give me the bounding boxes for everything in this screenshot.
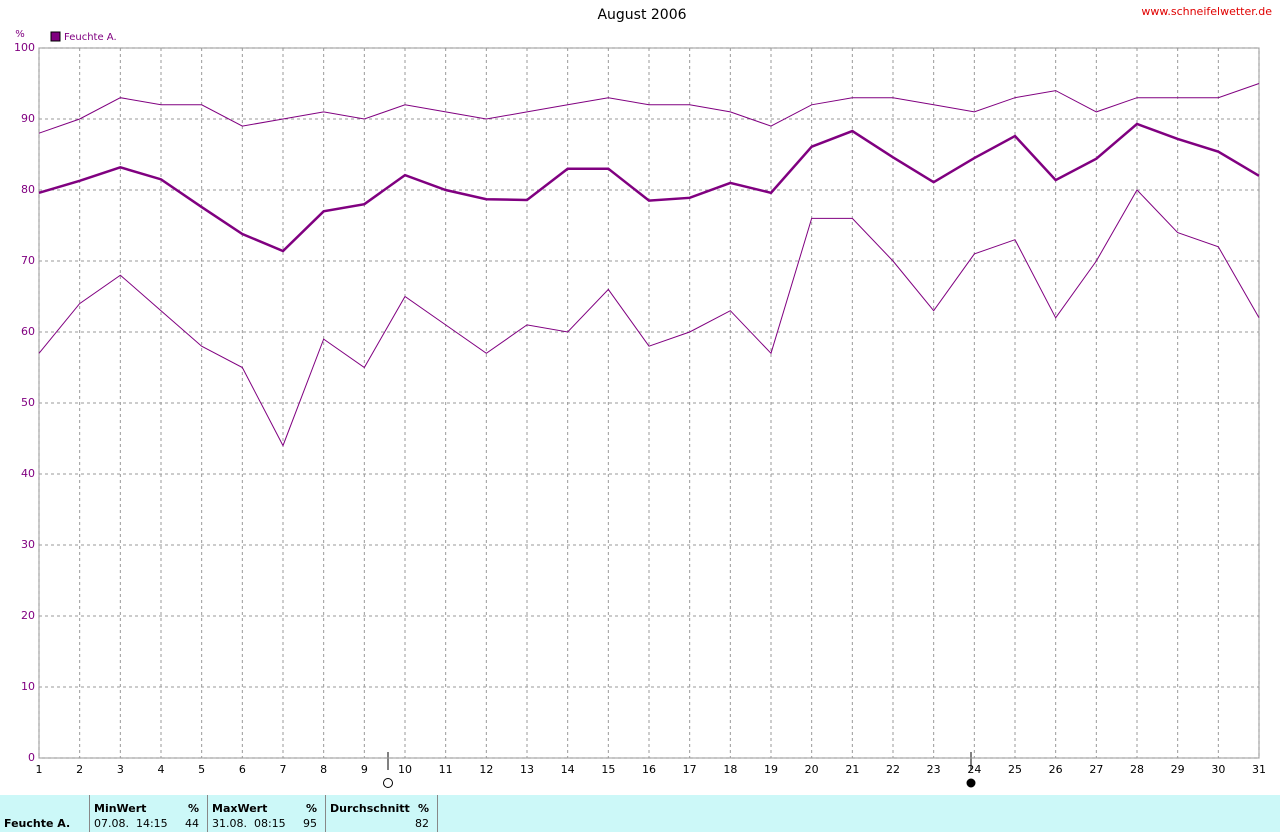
- y-tick-label: 60: [21, 325, 35, 338]
- x-tick-label: 22: [886, 763, 900, 776]
- x-tick-label: 30: [1211, 763, 1225, 776]
- series-line: [38, 83, 1260, 134]
- stats-table: Feuchte A. MinWert% 07.08. 14:15 44 MaxWert%…: [0, 795, 1280, 832]
- y-tick-label: 20: [21, 609, 35, 622]
- x-tick-label: 29: [1171, 763, 1185, 776]
- stat-value: 82: [415, 817, 429, 830]
- y-tick-label: 30: [21, 538, 35, 551]
- x-tick-label: 26: [1049, 763, 1063, 776]
- x-tick-label: 21: [845, 763, 859, 776]
- stat-value: 95: [303, 817, 317, 830]
- x-tick-label: 17: [683, 763, 697, 776]
- x-tick-label: 12: [479, 763, 493, 776]
- x-tick-label: 2: [76, 763, 83, 776]
- series-line: [38, 189, 1260, 447]
- x-tick-label: 5: [198, 763, 205, 776]
- x-tick-label: 1: [36, 763, 43, 776]
- y-tick-label: 50: [21, 396, 35, 409]
- y-tick-label: 10: [21, 680, 35, 693]
- stat-date: 31.08. 08:15: [212, 817, 286, 830]
- x-tick-label: 20: [805, 763, 819, 776]
- x-tick-label: 23: [927, 763, 941, 776]
- y-tick-label: 80: [21, 183, 35, 196]
- x-tick-label: 11: [439, 763, 453, 776]
- x-tick-label: 8: [320, 763, 327, 776]
- column-separator: [207, 795, 208, 832]
- y-unit: %: [15, 29, 25, 40]
- series-line: [38, 122, 1260, 253]
- x-tick-label: 25: [1008, 763, 1022, 776]
- stat-date: 07.08. 14:15: [94, 817, 168, 830]
- x-tick-label: 15: [601, 763, 615, 776]
- x-tick-label: 18: [723, 763, 737, 776]
- chart: August 2006 www.schneifelwetter.de % 0 10…: [14, 5, 1272, 788]
- x-tick-label: 16: [642, 763, 656, 776]
- column-header: MinWert: [94, 802, 147, 815]
- x-tick-label: 6: [239, 763, 246, 776]
- chart-title: August 2006: [597, 7, 686, 23]
- full-moon-icon: [383, 778, 393, 788]
- column-unit: %: [306, 802, 318, 815]
- y-tick-label: 90: [21, 112, 35, 125]
- y-tick-label: 0: [28, 751, 35, 764]
- column-separator: [89, 795, 90, 832]
- x-tick-label: 10: [398, 763, 412, 776]
- x-tick-label: 28: [1130, 763, 1144, 776]
- x-tick-label: 7: [280, 763, 287, 776]
- legend-label: Feuchte A.: [64, 32, 117, 43]
- y-tick-label: 70: [21, 254, 35, 267]
- x-tick-label: 27: [1089, 763, 1103, 776]
- x-tick-label: 24: [967, 763, 981, 776]
- column-separator: [325, 795, 326, 832]
- source: www.schneifelwetter.de: [1141, 5, 1272, 18]
- x-tick-label: 9: [361, 763, 368, 776]
- x-tick-label: 13: [520, 763, 534, 776]
- column-unit: %: [418, 802, 430, 815]
- column-header: Durchschnitt: [330, 802, 410, 815]
- x-tick-label: 31: [1252, 763, 1266, 776]
- y-tick-label: 40: [21, 467, 35, 480]
- column-header: MaxWert: [212, 802, 268, 815]
- x-tick-label: 4: [158, 763, 165, 776]
- stat-value: 44: [185, 817, 199, 830]
- y-tick-label: 100: [14, 41, 35, 54]
- new-moon-icon: [966, 778, 976, 788]
- x-tick-label: 3: [117, 763, 124, 776]
- legend-swatch: [50, 31, 61, 42]
- column-separator: [437, 795, 438, 832]
- x-tick-label: 14: [561, 763, 575, 776]
- x-tick-label: 19: [764, 763, 778, 776]
- column-unit: %: [188, 802, 200, 815]
- row-label: Feuchte A.: [4, 817, 71, 830]
